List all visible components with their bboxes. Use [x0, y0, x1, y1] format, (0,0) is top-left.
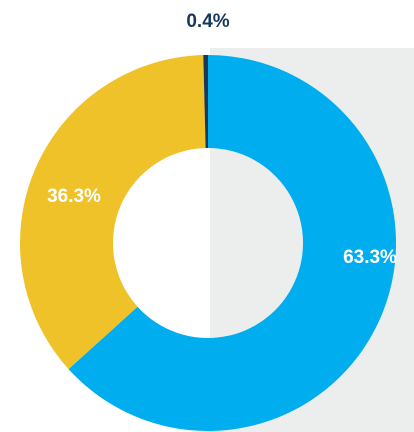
donut-segment — [19, 55, 206, 370]
donut-segment — [203, 55, 208, 149]
background — [0, 0, 414, 48]
value-label: 0.4% — [186, 11, 229, 32]
donut-segment — [68, 55, 396, 431]
value-label: 63.3% — [343, 247, 397, 268]
value-label: 36.3% — [47, 186, 101, 207]
